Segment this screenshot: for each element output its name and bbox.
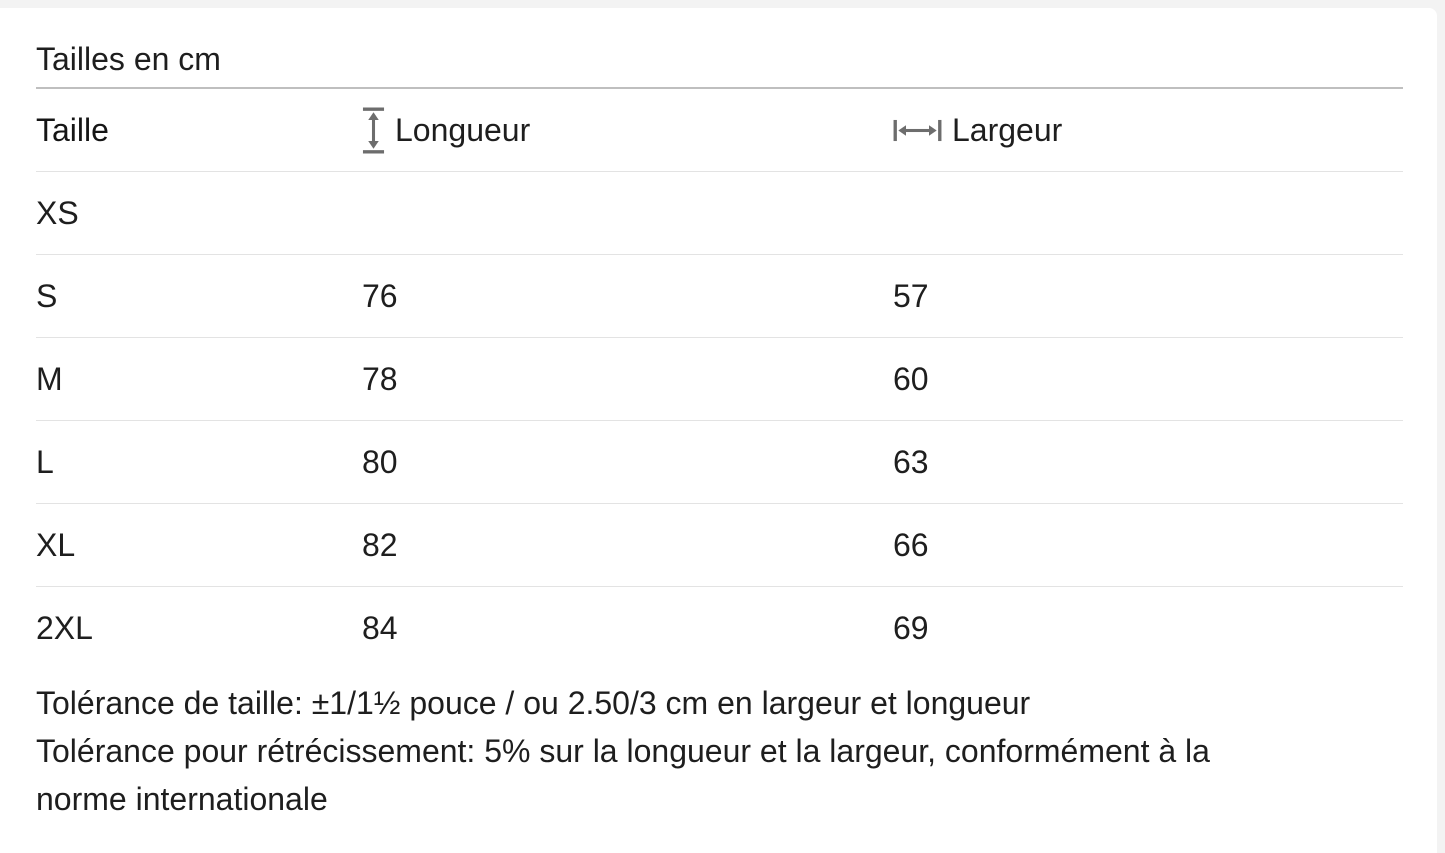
tolerance-note-size: Tolérance de taille: ±1/1½ pouce / ou 2.… [36, 685, 1031, 721]
size-cell: XS [36, 171, 362, 255]
horizontal-measure-arrow-icon [893, 119, 942, 141]
table-row: M 78 60 [36, 337, 1403, 421]
length-cell: 84 [362, 609, 398, 646]
table-row: L 80 63 [36, 420, 1403, 504]
table-row: 2XL 84 69 [36, 587, 1403, 670]
size-chart-content: Tailles en cm Taille [0, 8, 1437, 823]
column-header-size: Taille [36, 88, 362, 172]
table-row: XL 82 66 [36, 503, 1403, 587]
width-cell: 63 [893, 420, 1403, 504]
width-cell: 60 [893, 337, 1403, 421]
size-cell: XL [36, 503, 362, 587]
width-cell: 57 [893, 254, 1403, 338]
length-cell: 76 [362, 254, 893, 338]
size-chart-panel: Tailles en cm Taille [0, 8, 1437, 853]
size-table-header-row: Taille Longueur [36, 88, 1403, 172]
tolerance-note-shrinkage: Tolérance pour rétrécissement: 5% sur la… [36, 733, 1210, 817]
table-row: XS [36, 171, 1403, 255]
length-cell: 80 [362, 420, 893, 504]
column-header-width-label: Largeur [952, 111, 1063, 148]
length-header-group: Longueur [362, 107, 893, 154]
tolerance-notes: Tolérance de taille: ±1/1½ pouce / ou 2.… [36, 679, 1286, 823]
size-cell: 2XL [36, 609, 93, 646]
length-cell: 82 [362, 503, 893, 587]
size-cell: S [36, 254, 362, 338]
width-cell: 69 [893, 609, 929, 646]
column-header-length-label: Longueur [395, 111, 531, 148]
size-cell: L [36, 420, 362, 504]
table-row: S 76 57 [36, 254, 1403, 338]
length-cell [362, 171, 893, 255]
width-header-group: Largeur [893, 112, 1403, 149]
column-header-length: Longueur [362, 88, 893, 172]
length-cell: 78 [362, 337, 893, 421]
width-cell: 66 [893, 503, 1403, 587]
column-header-width: Largeur [893, 88, 1403, 172]
size-table: Taille Longueur [36, 87, 1403, 669]
width-cell [893, 171, 1403, 255]
vertical-measure-arrow-icon [362, 107, 385, 153]
size-chart-title: Tailles en cm [36, 41, 221, 77]
size-cell: M [36, 337, 362, 421]
